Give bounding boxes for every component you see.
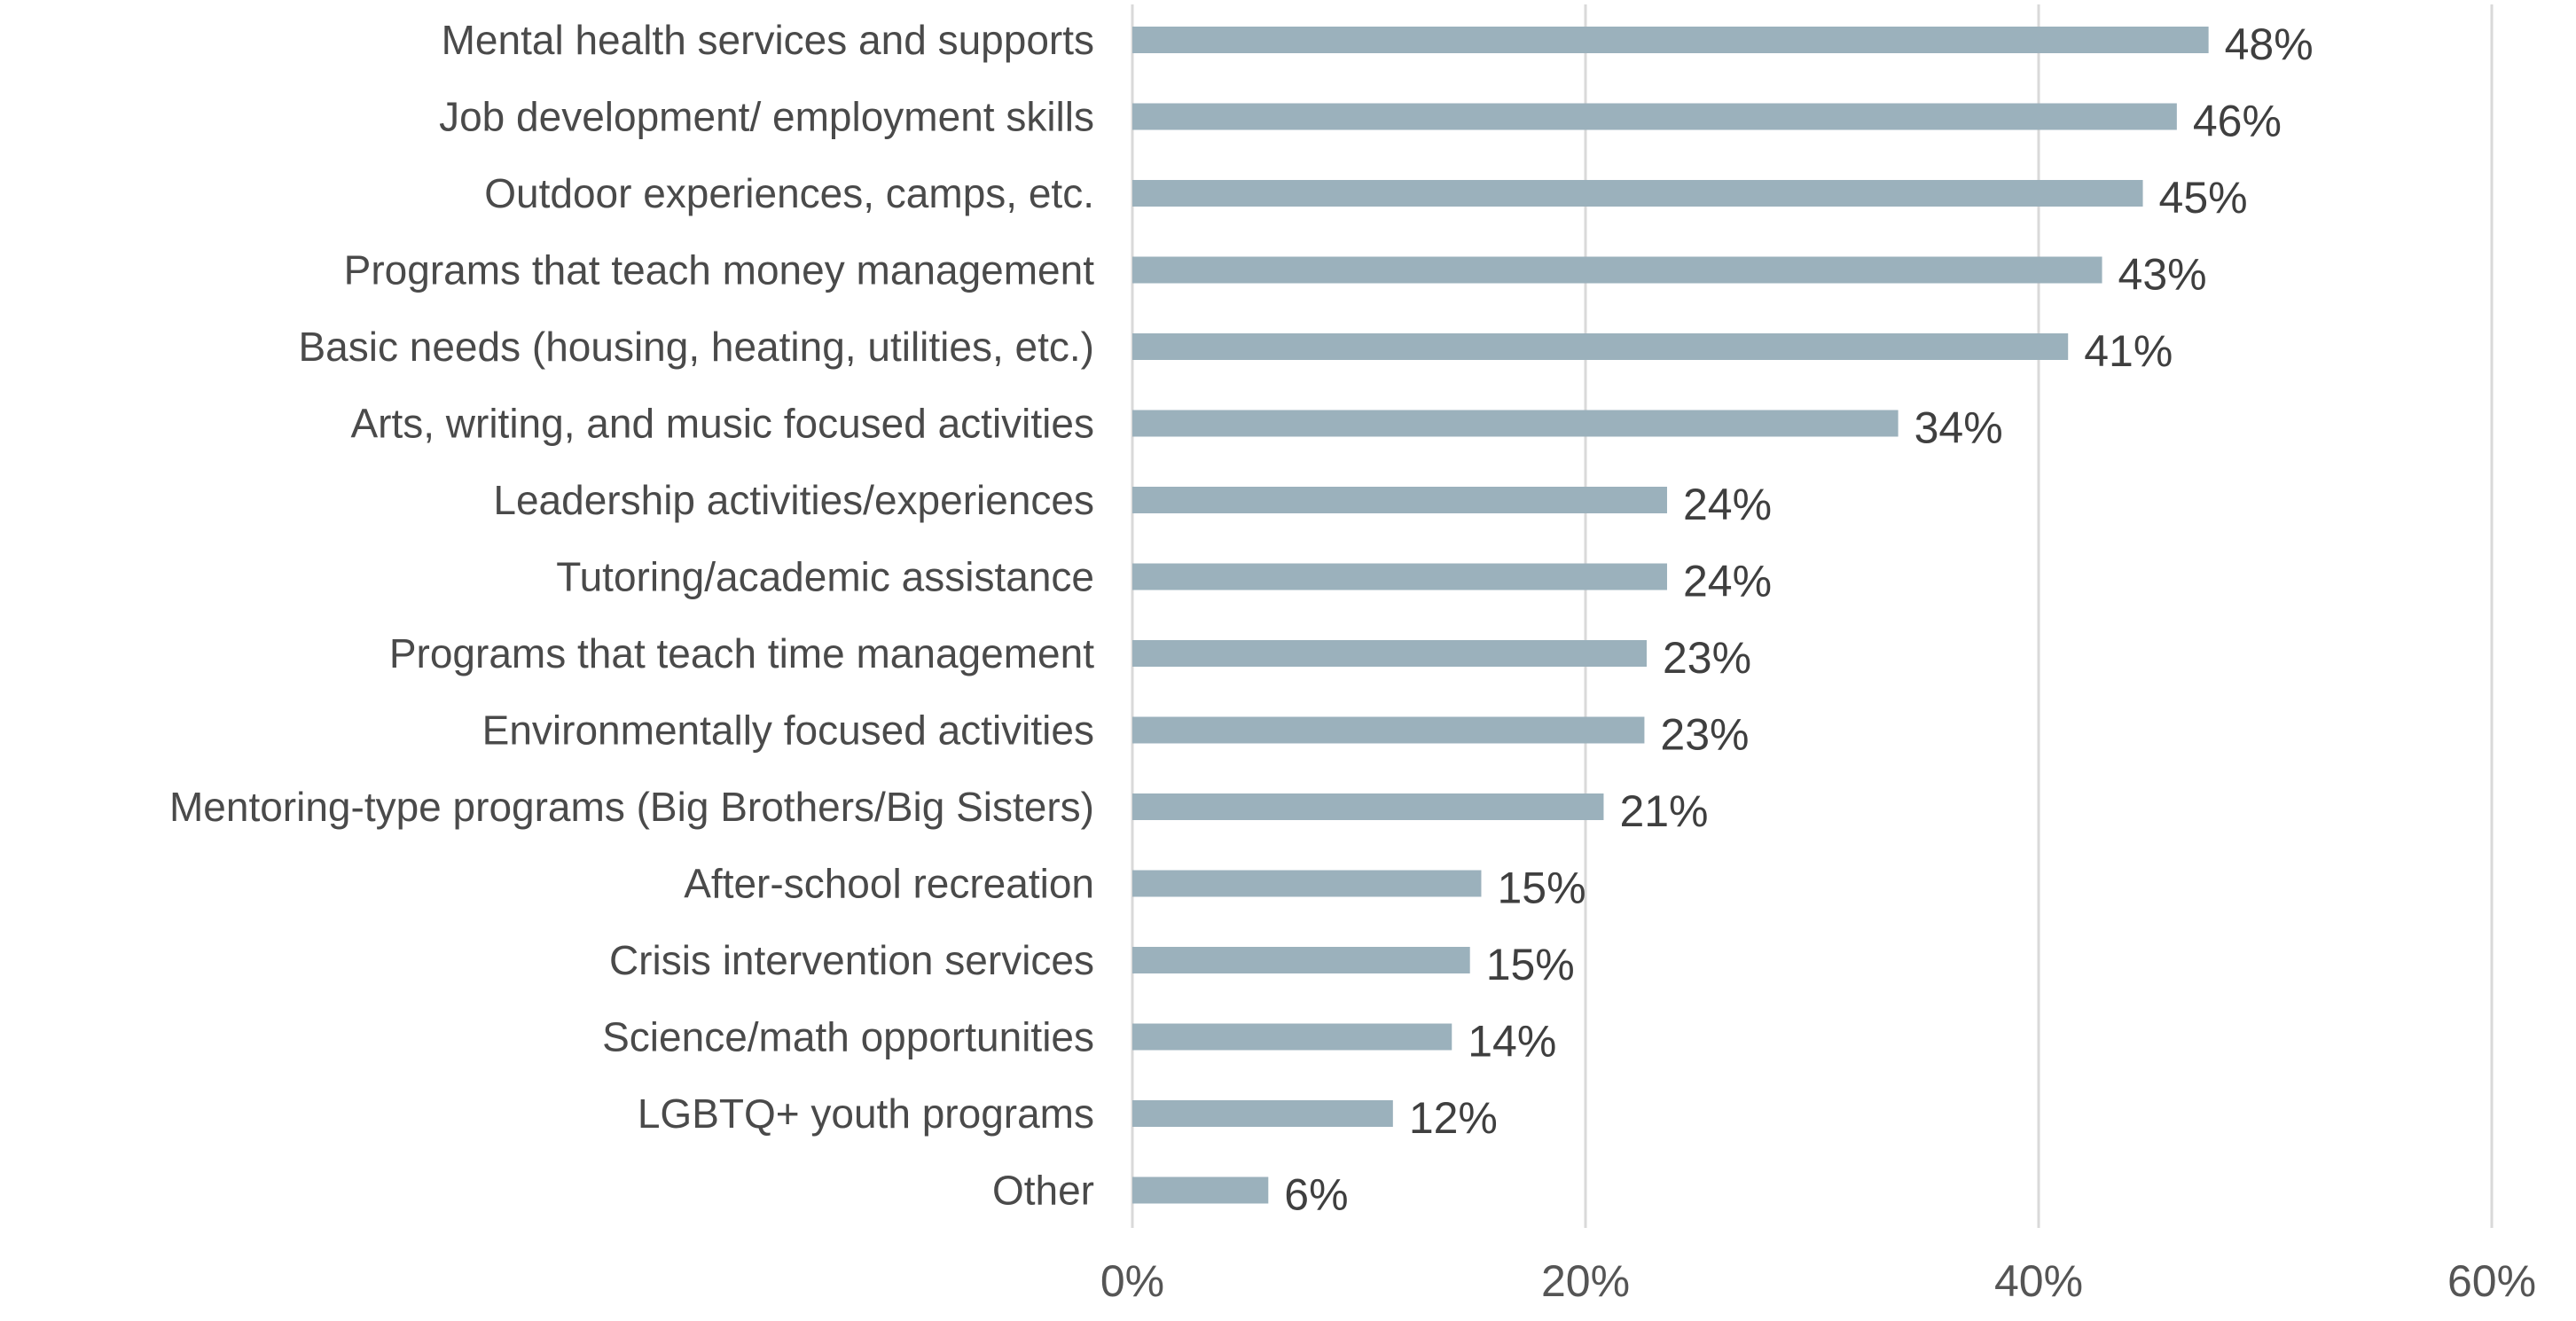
value-label: 43% [2118,250,2207,300]
category-label: Mental health services and supports [442,17,1094,63]
category-label: Programs that teach money management [344,247,1095,293]
value-label: 21% [1619,786,1708,836]
value-label: 24% [1683,557,1772,606]
category-labels: Mental health services and supports Job d… [169,17,1094,1214]
bar [1132,563,1667,590]
x-tick-label: 0% [1100,1256,1164,1306]
bar [1132,27,2209,53]
x-axis-ticks: 0% 20% 40% 60% [1100,1256,2536,1306]
category-label: Programs that teach time management [389,630,1094,676]
value-label: 24% [1683,480,1772,529]
bar [1132,640,1647,667]
value-label: 34% [1914,403,2003,453]
category-label: After-school recreation [684,861,1094,907]
category-label: Basic needs (housing, heating, utilities… [299,324,1095,370]
value-label: 12% [1409,1093,1498,1143]
value-label: 45% [2159,173,2248,223]
bar [1132,1100,1393,1127]
category-label: Leadership activities/experiences [493,477,1094,523]
bar [1132,256,2102,284]
bar [1132,870,1482,897]
category-label: Arts, writing, and music focused activit… [350,401,1094,447]
bar [1132,716,1645,744]
category-label: Outdoor experiences, camps, etc. [484,170,1094,216]
value-label: 14% [1468,1017,1556,1067]
bars [1132,27,2209,1204]
bar [1132,180,2143,207]
bar [1132,793,1604,820]
bar [1132,333,2069,360]
value-labels: 48% 46% 45% 43% 41% 34% 24% 24% 23% 23% 21% 15% 15% 1… [1284,20,2313,1220]
category-label: LGBTQ+ youth programs [638,1090,1094,1137]
x-tick-label: 20% [1541,1256,1630,1306]
bar [1132,103,2177,130]
category-label: Job development/ employment skills [439,94,1094,140]
bar [1132,947,1470,973]
bar [1132,410,1899,437]
bar [1132,1023,1452,1051]
category-label: Tutoring/academic assistance [556,554,1094,600]
value-label: 23% [1660,710,1749,760]
bar [1132,1176,1269,1204]
value-label: 41% [2084,326,2173,376]
x-tick-label: 60% [2447,1256,2536,1306]
value-label: 46% [2193,97,2282,146]
category-label: Environmentally focused activities [482,707,1094,754]
category-label: Science/math opportunities [602,1014,1094,1060]
value-label: 15% [1497,864,1586,913]
value-label: 15% [1486,940,1575,989]
category-label: Crisis intervention services [609,937,1094,983]
bar [1132,487,1667,513]
category-label: Mentoring-type programs (Big Brothers/Bi… [169,784,1094,830]
value-label: 48% [2225,20,2314,69]
value-label: 6% [1284,1170,1348,1220]
category-label: Other [992,1168,1094,1214]
value-label: 23% [1663,633,1751,683]
x-tick-label: 40% [1994,1256,2083,1306]
